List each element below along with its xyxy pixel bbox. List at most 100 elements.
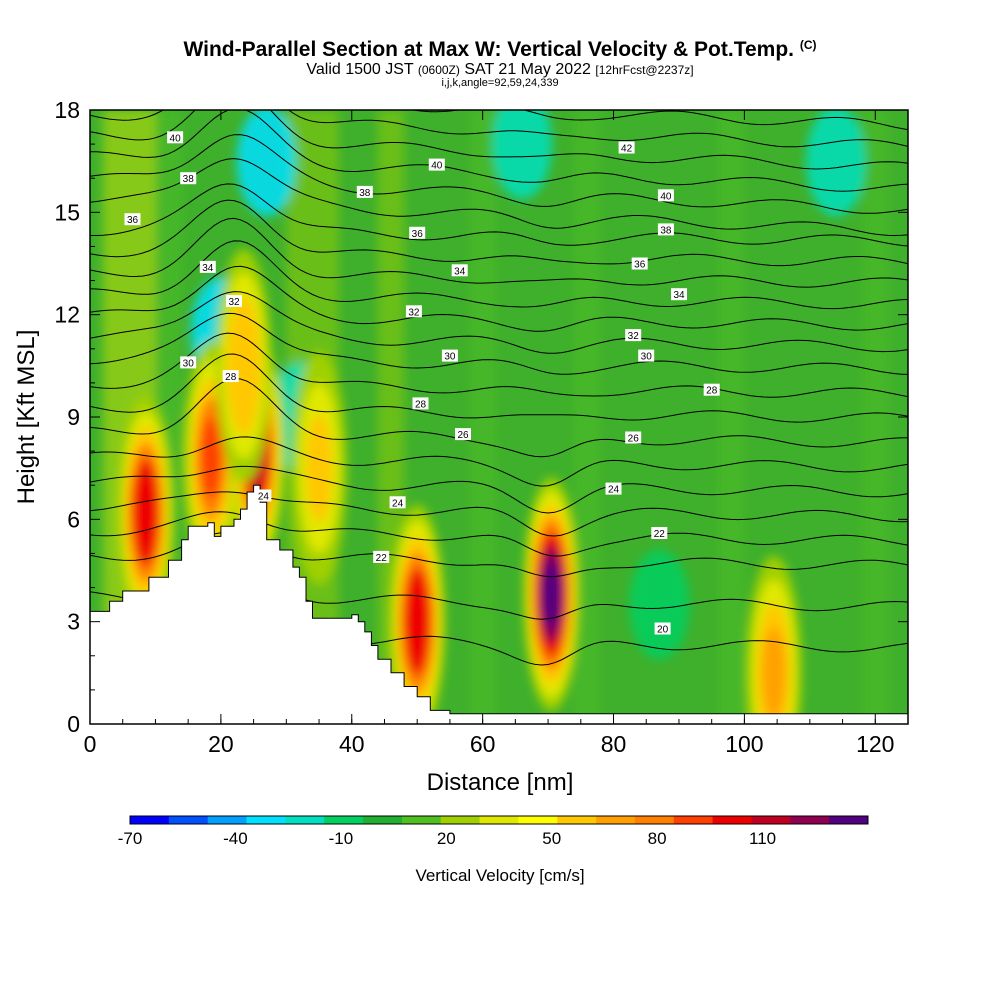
contour-label-text: 42 xyxy=(621,144,633,155)
y-tick-label: 3 xyxy=(67,609,80,635)
colorbar-swatch xyxy=(518,816,558,824)
contour-label-text: 40 xyxy=(431,161,443,172)
field-band xyxy=(718,110,745,724)
contour-label-bg xyxy=(657,223,674,236)
contour-label-bg xyxy=(671,288,687,301)
contour-label-text: 28 xyxy=(415,399,427,410)
contour-label-text: 24 xyxy=(258,492,270,503)
contour-label-bg xyxy=(180,356,197,369)
updraft-core xyxy=(305,414,333,522)
contour-label-bg xyxy=(703,383,720,396)
contour-label-text: 26 xyxy=(628,434,640,445)
downdraft-area xyxy=(806,110,867,217)
contour-label-text: 36 xyxy=(412,229,424,240)
contour-label: 28 xyxy=(412,397,429,410)
grid-indices: i,j,k,angle=92,59,24,339 xyxy=(441,77,559,89)
copyright-mark: (C) xyxy=(799,38,817,52)
contour-label-bg xyxy=(412,397,429,410)
downdraft-area xyxy=(491,110,552,200)
colorbar-swatch xyxy=(829,816,869,824)
contour-label-text: 34 xyxy=(454,266,466,277)
chart-title: Wind-Parallel Section at Max W: Vertical… xyxy=(0,38,1000,62)
contour-label: 30 xyxy=(180,356,197,369)
contour-label: 28 xyxy=(703,383,720,397)
forecast-info: [12hrFcst@2237z] xyxy=(595,63,694,77)
contour-label-text: 24 xyxy=(608,485,620,496)
contour-label-bg xyxy=(631,257,648,270)
contour-label: 38 xyxy=(657,223,674,236)
contour-label-text: 38 xyxy=(660,225,672,236)
contour-label: 32 xyxy=(405,305,422,318)
contour-label-text: 40 xyxy=(170,133,182,144)
contour-label-bg xyxy=(451,264,468,277)
updraft-core xyxy=(200,416,222,499)
theta-contour xyxy=(90,199,908,267)
theta-contour xyxy=(90,465,908,514)
contour-label-bg xyxy=(654,622,671,635)
y-tick-label: 15 xyxy=(54,199,80,225)
theta-contour xyxy=(90,291,908,354)
y-tick-label: 12 xyxy=(54,302,80,328)
contour-label: 36 xyxy=(631,257,648,271)
theta-contour xyxy=(90,265,908,332)
theta-contour xyxy=(90,32,908,109)
colorbar-swatch xyxy=(363,816,403,824)
contour-label-text: 26 xyxy=(457,430,469,441)
contour-label: 30 xyxy=(441,349,458,363)
colorbar-swatch xyxy=(401,816,442,824)
contour-label-bg xyxy=(389,496,406,509)
chart-title-text: Wind-Parallel Section at Max W: Vertical… xyxy=(183,38,794,61)
theta-contour xyxy=(90,353,908,423)
theta-contour xyxy=(90,110,908,170)
colorbar-tick-label: -40 xyxy=(223,829,248,848)
y-axis-label: Height [Kft MSL] xyxy=(13,330,40,505)
contour-label-text: 30 xyxy=(183,358,195,369)
valid-zulu: (0600Z) xyxy=(417,63,460,77)
theta-contour xyxy=(90,332,908,398)
valid-time: Valid 1500 JST xyxy=(306,61,414,78)
contour-label: 38 xyxy=(356,185,373,199)
contour-label-bg xyxy=(625,431,642,444)
y-tick-label: 9 xyxy=(67,404,80,430)
updraft-core xyxy=(135,474,156,551)
contour-label-text: 38 xyxy=(359,188,371,199)
theta-contour xyxy=(90,110,908,192)
contour-label-bg xyxy=(441,349,458,362)
colorbar-frame xyxy=(129,815,869,825)
y-tick-label: 6 xyxy=(67,506,80,532)
x-tick-label: 120 xyxy=(856,731,894,757)
contour-label: 24 xyxy=(605,482,622,496)
contour-label: 32 xyxy=(226,295,242,308)
theta-contour xyxy=(90,9,908,87)
colorbar-swatch xyxy=(634,816,675,824)
theta-contour xyxy=(90,134,908,214)
contour-label-text: 32 xyxy=(408,307,420,318)
contour-label: 42 xyxy=(618,141,635,155)
x-tick-label: 60 xyxy=(470,731,496,757)
contour-label-text: 30 xyxy=(444,352,456,363)
x-tick-label: 100 xyxy=(725,731,763,757)
contour-label-bg xyxy=(405,305,422,318)
contour-label-bg xyxy=(638,349,655,362)
x-tick-label: 80 xyxy=(601,731,627,757)
contour-label-bg xyxy=(226,295,242,307)
updraft-core xyxy=(232,320,256,412)
colorbar-swatch xyxy=(207,816,247,824)
y-tick-label: 0 xyxy=(67,711,80,737)
theta-contour xyxy=(410,110,908,131)
contour-label: 40 xyxy=(657,189,674,202)
contour-label: 34 xyxy=(451,264,468,277)
contour-label-text: 32 xyxy=(228,297,240,308)
colorbar-swatch xyxy=(479,816,519,824)
updraft-core xyxy=(407,583,427,660)
contour-label-bg xyxy=(124,213,141,226)
colorbar-swatch xyxy=(557,816,597,824)
colorbar-swatch xyxy=(751,816,791,824)
contour-label-text: 36 xyxy=(127,215,139,226)
colorbar-swatch xyxy=(673,816,714,824)
contour-label-text: 40 xyxy=(660,191,672,202)
contour-label-bg xyxy=(373,550,390,563)
valid-date: SAT 21 May 2022 xyxy=(464,61,591,78)
contour-label: 22 xyxy=(651,527,668,540)
contour-label-text: 22 xyxy=(654,529,666,540)
